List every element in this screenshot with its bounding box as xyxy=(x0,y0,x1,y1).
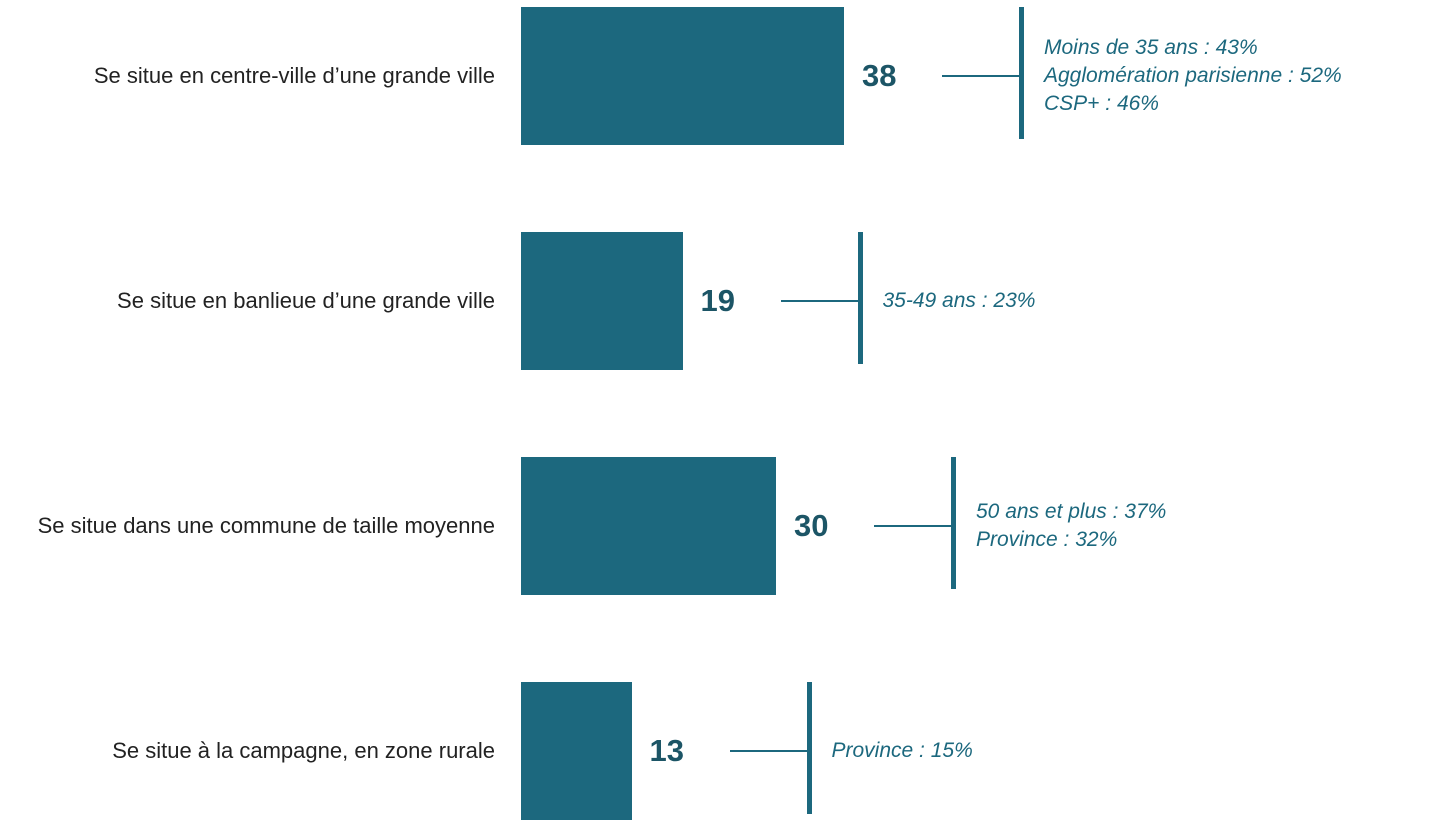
value-label: 19 xyxy=(700,283,735,318)
bracket xyxy=(806,682,812,814)
connector xyxy=(780,300,858,302)
annotation-line: Agglomération parisienne : 52% xyxy=(1044,64,1342,87)
bracket xyxy=(1019,7,1024,139)
value-label: 13 xyxy=(649,733,684,768)
connector xyxy=(942,75,1019,77)
category-text: Se situe à la campagne, en zone rurale xyxy=(112,738,495,763)
category-text: Se situe en centre-ville d’une grande vi… xyxy=(93,63,495,88)
annotation: Moins de 35 ans : 43% Agglomération paris… xyxy=(1044,34,1342,118)
bar xyxy=(521,682,632,820)
category-label: Se situe dans une commune de taille moye… xyxy=(0,511,495,541)
annotation-line: 50 ans et plus : 37% xyxy=(976,500,1167,523)
annotation-line: Province : 15% xyxy=(831,739,973,762)
category-label: Se situe en banlieue d’une grande ville xyxy=(0,286,495,316)
connector xyxy=(874,525,951,527)
annotation: 50 ans et plus : 37% Province : 32% xyxy=(976,498,1166,554)
value-label: 38 xyxy=(862,58,897,93)
annotation-line: Province : 32% xyxy=(976,528,1118,551)
bracket xyxy=(857,232,863,364)
annotation-line: 35-49 ans : 23% xyxy=(882,289,1036,312)
category-text: Se situe en banlieue d’une grande ville xyxy=(117,288,495,313)
annotation: 35-49 ans : 23% xyxy=(883,287,1036,315)
connector xyxy=(729,750,807,752)
bar xyxy=(521,232,683,370)
annotation: Province : 15% xyxy=(832,737,973,765)
bracket xyxy=(951,457,956,589)
category-label: Se situe en centre-ville d’une grande vi… xyxy=(0,61,495,91)
category-text: Se situe dans une commune de taille moye… xyxy=(37,513,495,538)
bar xyxy=(521,7,844,145)
annotation-line: CSP+ : 46% xyxy=(1044,92,1159,115)
bar xyxy=(521,457,776,595)
value-label: 30 xyxy=(794,508,829,543)
annotation-line: Moins de 35 ans : 43% xyxy=(1044,36,1258,59)
category-label: Se situe à la campagne, en zone rurale xyxy=(0,736,495,766)
